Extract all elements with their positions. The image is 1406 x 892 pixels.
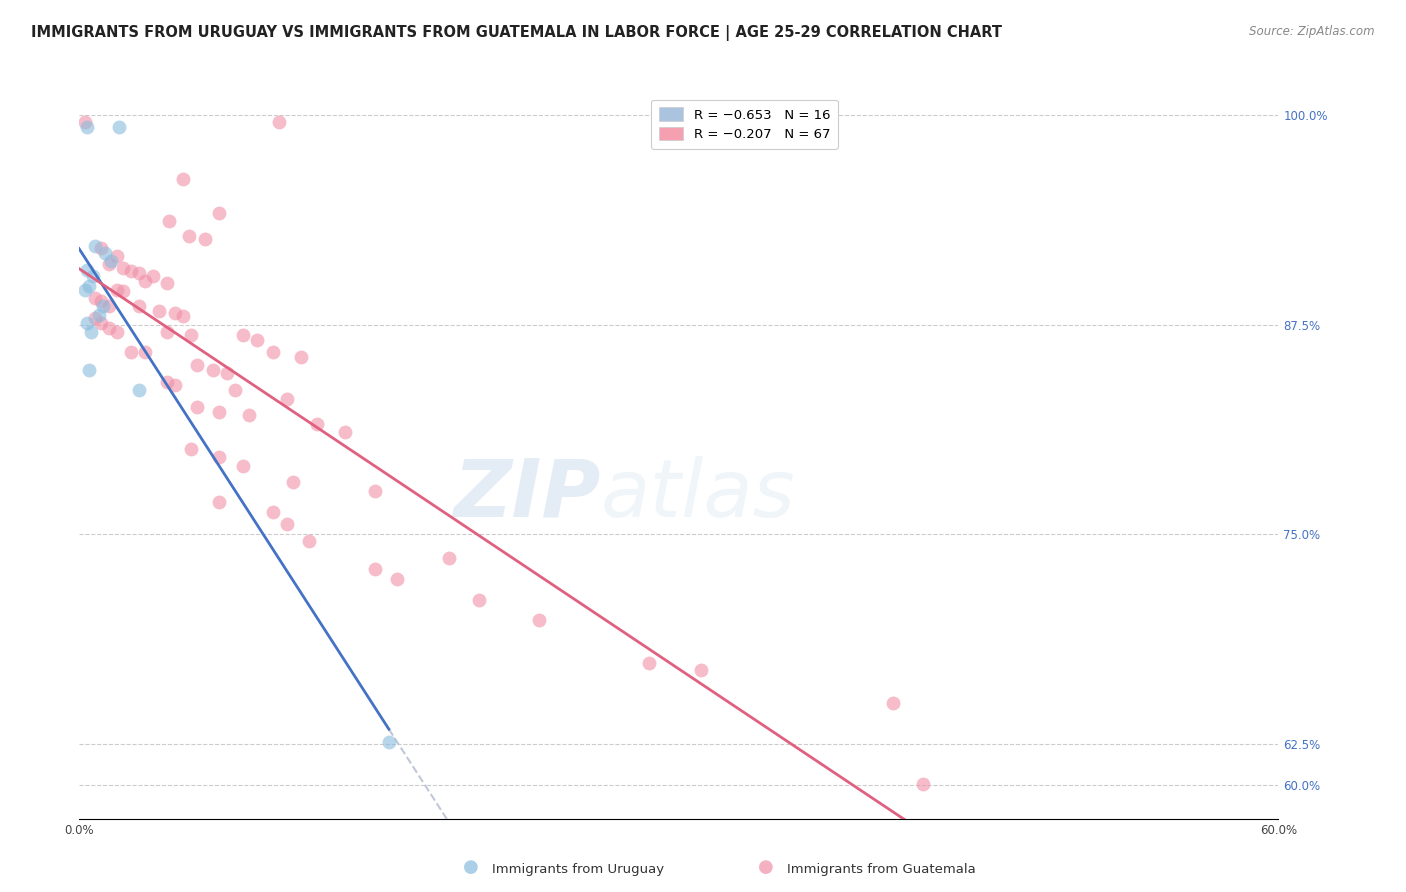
Point	[98, 299, 121, 313]
Point	[281, 475, 304, 490]
Point	[186, 358, 208, 372]
Point	[156, 325, 179, 339]
Text: Source: ZipAtlas.com: Source: ZipAtlas.com	[1250, 25, 1375, 38]
Point	[527, 613, 550, 627]
Point	[91, 299, 114, 313]
Point	[128, 266, 150, 280]
Point	[215, 367, 238, 381]
Point	[468, 592, 491, 607]
Point	[77, 363, 100, 377]
Point	[84, 291, 107, 305]
Point	[77, 279, 100, 293]
Point	[108, 120, 131, 135]
Text: IMMIGRANTS FROM URUGUAY VS IMMIGRANTS FROM GUATEMALA IN LABOR FORCE | AGE 25-29 : IMMIGRANTS FROM URUGUAY VS IMMIGRANTS FR…	[31, 25, 1002, 41]
Point	[82, 269, 104, 284]
Point	[156, 276, 179, 290]
Point	[232, 327, 254, 342]
Point	[90, 241, 112, 255]
Point	[134, 274, 156, 288]
Point	[290, 350, 312, 364]
Text: ●: ●	[758, 858, 775, 876]
Point	[208, 450, 231, 465]
Text: Immigrants from Guatemala: Immigrants from Guatemala	[787, 863, 976, 876]
Point	[94, 245, 117, 260]
Point	[142, 269, 165, 284]
Point	[120, 264, 142, 278]
Point	[298, 533, 321, 548]
Point	[105, 283, 128, 297]
Text: ●: ●	[463, 858, 479, 876]
Point	[262, 344, 284, 359]
Point	[201, 363, 224, 377]
Point	[87, 308, 110, 322]
Point	[80, 325, 103, 339]
Text: ZIP: ZIP	[453, 456, 600, 533]
Point	[333, 425, 356, 439]
Point	[208, 405, 231, 419]
Point	[385, 573, 408, 587]
Point	[157, 214, 180, 228]
Point	[90, 294, 112, 309]
Point	[111, 260, 134, 275]
Point	[128, 299, 150, 313]
Point	[172, 172, 194, 186]
Point	[246, 333, 269, 347]
Point	[208, 205, 231, 219]
Point	[305, 417, 328, 431]
Point	[98, 321, 121, 335]
Point	[73, 115, 96, 129]
Point	[364, 483, 387, 498]
Point	[148, 304, 170, 318]
Point	[76, 316, 98, 330]
Point	[111, 285, 134, 299]
Point	[637, 657, 659, 671]
Point	[134, 344, 156, 359]
Point	[276, 517, 298, 532]
Point	[163, 378, 186, 392]
Point	[90, 316, 112, 330]
Point	[911, 777, 934, 791]
Point	[194, 232, 217, 246]
Point	[177, 229, 200, 244]
Point	[882, 697, 904, 711]
Point	[84, 311, 107, 326]
Point	[232, 458, 254, 473]
Point	[238, 409, 260, 423]
Point	[180, 327, 202, 342]
Point	[186, 400, 208, 414]
Point	[180, 442, 202, 456]
Point	[100, 254, 122, 268]
Point	[437, 550, 460, 565]
Legend: R = −0.653   N = 16, R = −0.207   N = 67: R = −0.653 N = 16, R = −0.207 N = 67	[651, 100, 838, 149]
Point	[378, 735, 401, 749]
Point	[156, 375, 179, 389]
Point	[98, 258, 121, 272]
Point	[276, 392, 298, 406]
Point	[76, 262, 98, 277]
Point	[208, 495, 231, 509]
Point	[364, 562, 387, 576]
Point	[105, 325, 128, 339]
Point	[76, 120, 98, 135]
Point	[84, 239, 107, 253]
Text: Immigrants from Uruguay: Immigrants from Uruguay	[492, 863, 664, 876]
Point	[73, 283, 96, 297]
Point	[128, 383, 150, 397]
Point	[689, 663, 711, 677]
Point	[267, 115, 290, 129]
Point	[105, 249, 128, 263]
Point	[120, 344, 142, 359]
Point	[224, 383, 246, 397]
Point	[163, 306, 186, 320]
Point	[262, 505, 284, 519]
Text: atlas: atlas	[600, 456, 796, 533]
Point	[172, 310, 194, 324]
